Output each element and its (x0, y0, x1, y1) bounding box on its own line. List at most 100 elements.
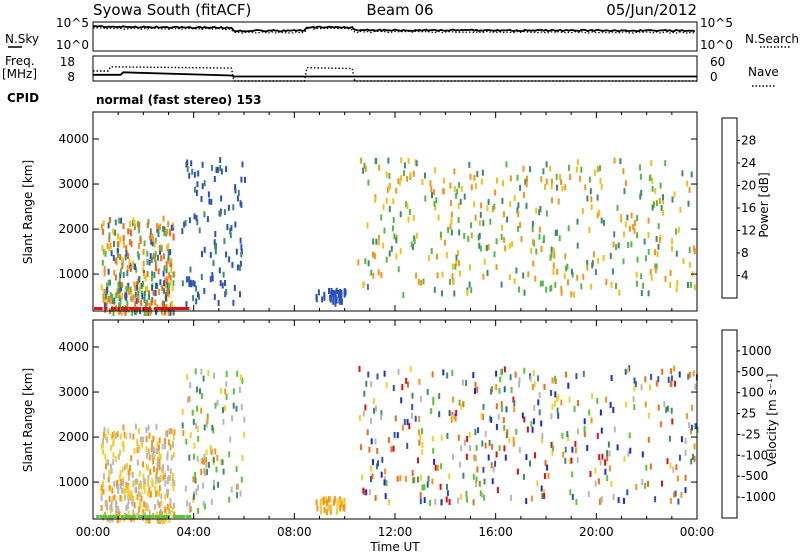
heatmap-cell (608, 450, 611, 457)
heatmap-cell (692, 370, 695, 377)
heatmap-cell (484, 442, 487, 449)
heatmap-cell (551, 197, 553, 204)
heatmap-cell (335, 296, 338, 303)
heatmap-cell (103, 270, 106, 277)
heatmap-cell (432, 399, 435, 406)
heatmap-cell (370, 465, 373, 472)
heatmap-cell (599, 459, 602, 466)
heatmap-cell (505, 406, 508, 413)
heatmap-cell (131, 472, 134, 478)
heatmap-cell (490, 462, 493, 469)
heatmap-cell (368, 489, 371, 496)
heatmap-cell (662, 198, 664, 205)
heatmap-cell (164, 443, 167, 449)
heatmap-cell (688, 422, 691, 429)
heatmap-cell (440, 231, 442, 238)
heatmap-cell (671, 196, 674, 203)
y-tick-label: 2000 (58, 430, 89, 444)
heatmap-cell (156, 441, 159, 448)
heatmap-cell (108, 232, 111, 239)
heatmap-cell (122, 238, 125, 245)
heatmap-cell (111, 298, 114, 305)
heatmap-cell (174, 307, 178, 310)
heatmap-cell (146, 222, 149, 229)
heatmap-cell (374, 438, 377, 445)
heatmap-cell (567, 225, 570, 232)
heatmap-cell (509, 201, 512, 208)
heatmap-cell (147, 474, 150, 481)
heatmap-cell (145, 463, 148, 470)
nave-tick-bottom: 0 (710, 70, 718, 84)
heatmap-cell (212, 456, 215, 463)
heatmap-cell (411, 404, 414, 411)
heatmap-cell (390, 446, 393, 453)
heatmap-cell (153, 466, 155, 473)
heatmap-cell (445, 252, 448, 258)
heatmap-cell (123, 464, 126, 471)
nave-label: Nave (748, 65, 779, 79)
heatmap-cell (172, 485, 175, 492)
heatmap-cell (597, 257, 600, 264)
heatmap-cell (682, 258, 685, 265)
heatmap-cell (136, 447, 139, 453)
heatmap-cell (169, 475, 172, 482)
heatmap-cell (148, 492, 151, 499)
heatmap-cell (168, 292, 171, 298)
heatmap-cell (385, 382, 388, 389)
heatmap-cell (113, 297, 116, 304)
heatmap-cell (483, 478, 486, 485)
heatmap-cell (649, 268, 652, 275)
heatmap-cell (114, 433, 117, 440)
heatmap-cell (327, 496, 330, 503)
heatmap-cell (158, 245, 161, 251)
heatmap-cell (112, 438, 115, 445)
heatmap-cell (321, 497, 324, 504)
heatmap-cell (228, 256, 231, 263)
heatmap-cell (332, 290, 335, 296)
heatmap-cell (377, 239, 380, 246)
heatmap-cell (131, 260, 134, 267)
heatmap-cell (375, 405, 377, 412)
heatmap-cell (102, 294, 105, 300)
heatmap-cell (541, 432, 544, 439)
heatmap-cell (186, 374, 189, 381)
heatmap-cell (240, 201, 243, 208)
heatmap-cell (105, 303, 108, 310)
power-colorbar-tick-label: 24 (741, 156, 756, 170)
heatmap-cell (131, 309, 134, 316)
heatmap-cell (140, 283, 143, 290)
heatmap-cell (399, 211, 402, 218)
heatmap-cell (446, 372, 449, 379)
heatmap-cell (244, 176, 246, 183)
heatmap-cell (137, 483, 140, 490)
heatmap-cell (418, 378, 421, 385)
heatmap-cell (133, 479, 136, 486)
heatmap-cell (671, 418, 674, 425)
heatmap-cell (577, 428, 579, 435)
noise-series (92, 25, 696, 34)
heatmap-cell (559, 174, 561, 180)
heatmap-cell (554, 230, 557, 236)
heatmap-cell (483, 258, 486, 265)
heatmap-cell (544, 460, 547, 467)
heatmap-cell (606, 475, 609, 482)
heatmap-cell (131, 296, 134, 302)
heatmap-cell (609, 465, 611, 472)
heatmap-cell (206, 216, 209, 223)
heatmap-cell (376, 373, 379, 380)
heatmap-cell (229, 436, 232, 443)
heatmap-cell (145, 452, 148, 459)
heatmap-cell (125, 286, 128, 292)
heatmap-cell (630, 241, 633, 248)
heatmap-cell (156, 223, 158, 230)
heatmap-cell (413, 238, 416, 245)
heatmap-cell (418, 439, 421, 446)
heatmap-cell (243, 416, 246, 423)
velocity-colorbar-tick-label: 500 (741, 365, 764, 379)
heatmap-cell (470, 222, 472, 229)
heatmap-cell (152, 289, 155, 296)
heatmap-cell (158, 477, 161, 484)
heatmap-cell (367, 371, 370, 378)
freq-tick-bottom: 8 (67, 70, 75, 84)
heatmap-cell (104, 515, 108, 518)
